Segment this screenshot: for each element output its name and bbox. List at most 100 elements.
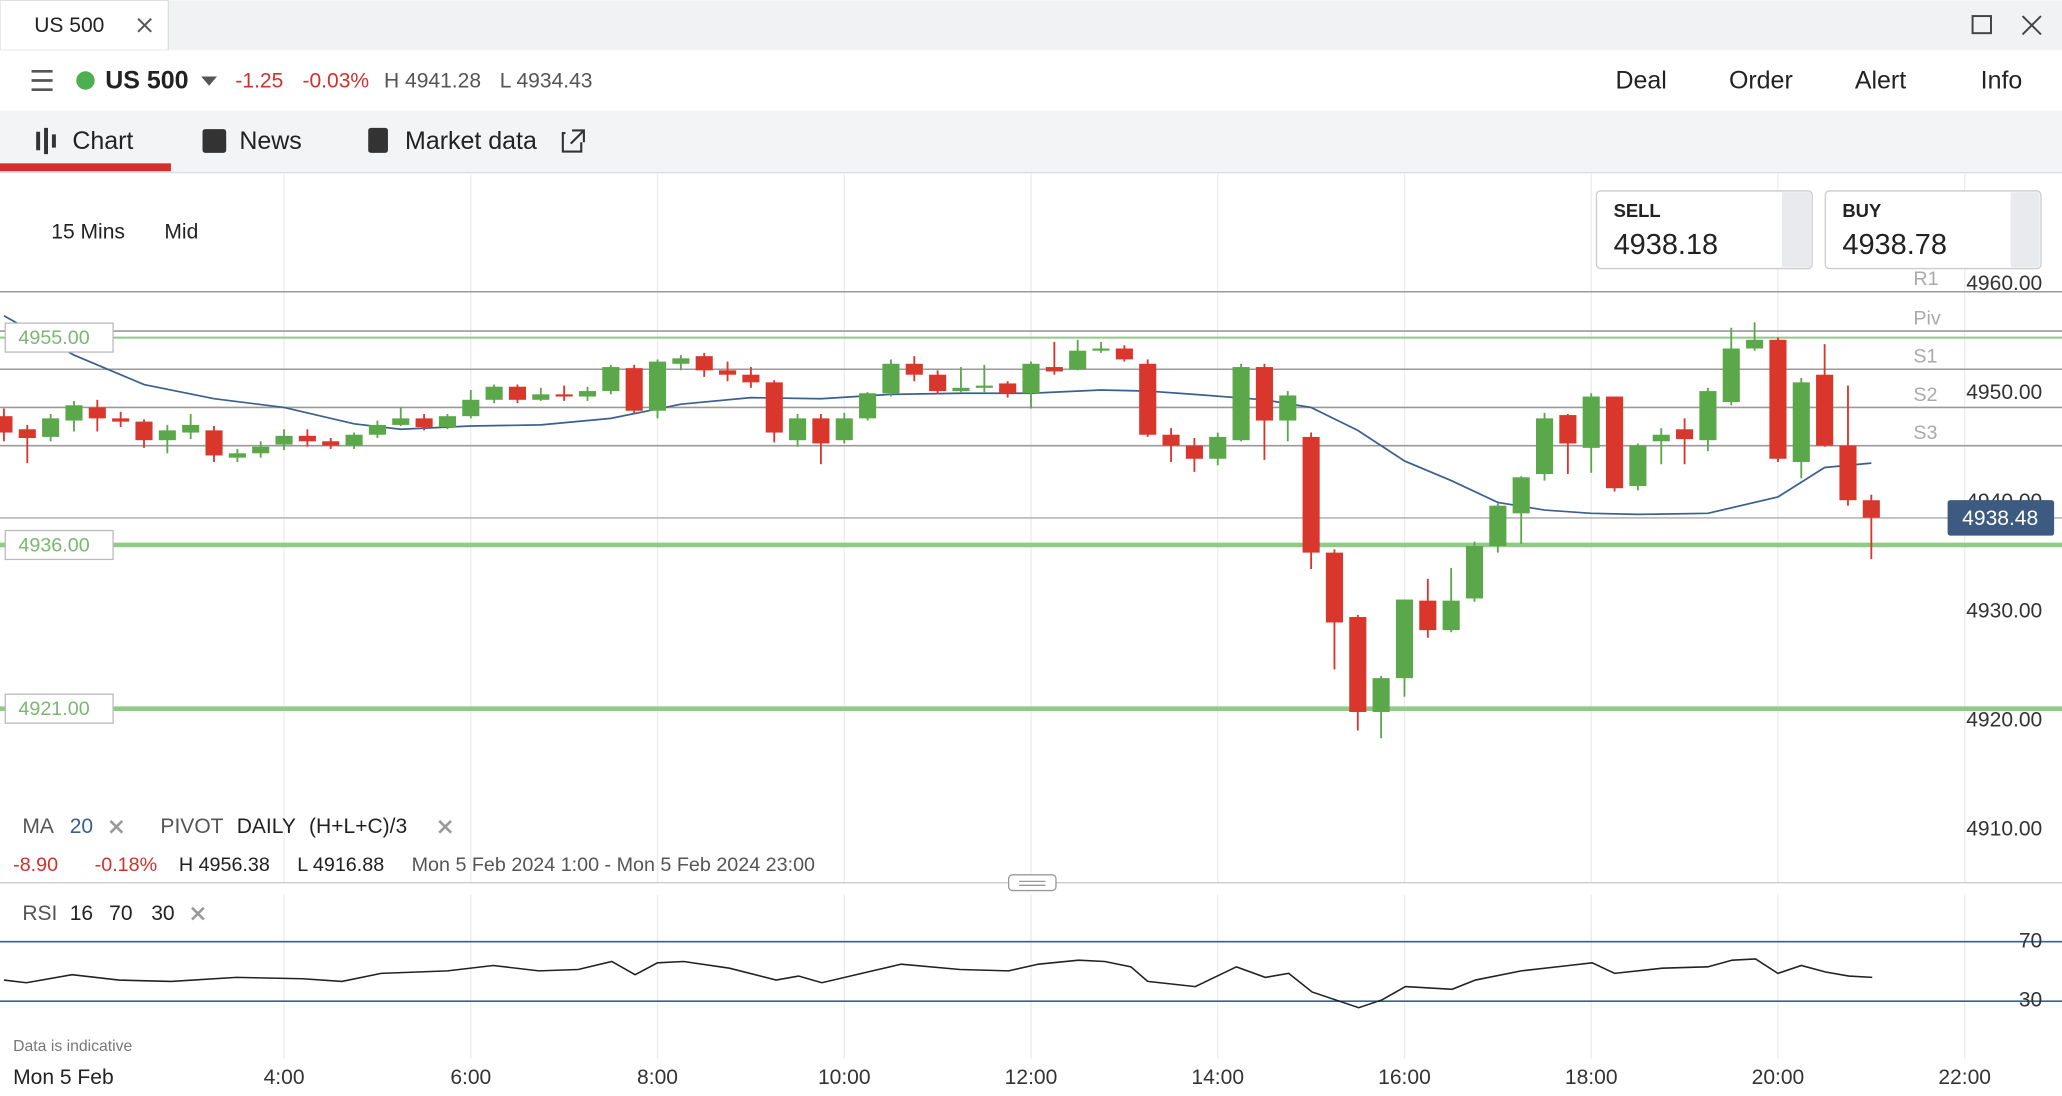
interval[interactable]: 15 Mins xyxy=(51,221,125,244)
candle-body xyxy=(88,407,106,419)
candle-body xyxy=(648,361,667,411)
menu-icon[interactable] xyxy=(31,69,53,92)
candle-body xyxy=(462,399,480,417)
candle-body xyxy=(1629,445,1647,487)
close-tab-icon[interactable] xyxy=(137,17,152,33)
alert-label-box xyxy=(4,529,114,561)
x-tick-label: 8:00 xyxy=(637,1066,678,1089)
candle-body xyxy=(1465,546,1484,599)
panel-resize-handle[interactable] xyxy=(1007,874,1057,892)
summary-change: -8.90 xyxy=(13,854,58,876)
remove-rsi-icon[interactable] xyxy=(191,906,205,921)
alert-label: 4921.00 xyxy=(18,698,89,720)
y-tick-label: 4960.00 xyxy=(1966,272,2042,295)
rsi-upper[interactable]: 70 xyxy=(109,902,132,925)
instrument-name[interactable]: US 500 xyxy=(105,66,188,94)
candle-body xyxy=(0,416,13,433)
instrument-dropdown[interactable] xyxy=(201,76,217,86)
candle-body xyxy=(1699,391,1717,441)
pivot-label: S2 xyxy=(1913,384,1937,406)
remove-pivot-icon[interactable] xyxy=(438,819,452,834)
buy-button[interactable] xyxy=(1824,190,2042,270)
pivot-formula[interactable]: (H+L+C)/3 xyxy=(309,815,407,838)
ma-period[interactable]: 20 xyxy=(70,815,93,838)
x-tick-label: 12:00 xyxy=(1005,1066,1058,1089)
instrument-bar xyxy=(0,50,2062,111)
window-tab[interactable] xyxy=(0,0,169,51)
action-alert[interactable]: Alert xyxy=(1855,66,1906,94)
candle-body xyxy=(135,421,153,441)
candle-body xyxy=(1115,348,1133,360)
candle-body xyxy=(438,416,456,428)
candle-body xyxy=(695,356,713,371)
candle-body xyxy=(532,394,550,400)
instrument-low: L 4934.43 xyxy=(500,69,593,92)
pivot-period[interactable]: DAILY xyxy=(237,815,296,838)
last-price-label: 4938.48 xyxy=(1962,507,2038,530)
candle-body xyxy=(1489,505,1507,547)
candle-body xyxy=(952,387,970,392)
alert-label-box xyxy=(4,693,114,724)
summary-low: L 4916.88 xyxy=(297,854,384,876)
candle-body xyxy=(1769,339,1787,459)
candle-body xyxy=(1606,396,1624,489)
action-deal[interactable]: Deal xyxy=(1616,66,1667,94)
sell-button[interactable] xyxy=(1595,190,1813,270)
action-order[interactable]: Order xyxy=(1729,66,1793,94)
sell-button-strip xyxy=(1781,192,1811,268)
candle-body xyxy=(578,391,597,397)
close-window-icon[interactable] xyxy=(2021,15,2042,36)
candle-body xyxy=(112,418,130,422)
candle-body xyxy=(415,418,433,428)
buy-price: 4938.78 xyxy=(1842,229,1947,261)
x-tick-label: 10:00 xyxy=(818,1066,871,1089)
remove-ma-icon[interactable] xyxy=(109,819,124,834)
active-tab-indicator xyxy=(0,163,171,172)
x-tick-label: 22:00 xyxy=(1938,1066,1991,1089)
last-price-badge xyxy=(1947,500,2055,536)
candle-body xyxy=(929,374,947,392)
candle-body xyxy=(275,435,293,445)
rsi-line xyxy=(3,958,1873,1009)
action-info[interactable]: Info xyxy=(1981,66,2023,94)
y-tick-label: 70 xyxy=(2019,929,2042,952)
candle-body xyxy=(1419,600,1437,631)
candle-body xyxy=(252,446,270,454)
buy-button-strip xyxy=(2010,192,2040,268)
candle-body xyxy=(1185,445,1203,459)
summary-high: H 4956.38 xyxy=(179,854,270,876)
candle-body xyxy=(205,430,223,456)
candle-body xyxy=(1139,363,1157,435)
candle-body xyxy=(602,367,620,392)
maximize-icon[interactable] xyxy=(1971,15,1992,35)
candle-body xyxy=(625,368,643,411)
rsi-label: RSI xyxy=(22,902,57,925)
tab-chart[interactable]: Chart xyxy=(72,127,133,155)
sell-label: SELL xyxy=(1614,200,1661,221)
sell-price: 4938.18 xyxy=(1614,229,1719,261)
x-tick-label: 16:00 xyxy=(1378,1066,1431,1089)
price-type[interactable]: Mid xyxy=(164,221,198,244)
candle-body xyxy=(1022,363,1040,394)
rsi-period[interactable]: 16 xyxy=(70,902,93,925)
candle-body xyxy=(322,441,340,446)
candle-body xyxy=(1676,429,1694,440)
tab-news[interactable]: News xyxy=(239,127,301,155)
candle-body xyxy=(1209,436,1227,459)
candle-body xyxy=(1816,374,1834,446)
candle-body xyxy=(765,382,783,433)
market-data-tab-icon xyxy=(368,127,388,153)
alert-label: 4955.00 xyxy=(18,327,89,349)
candle-body xyxy=(1722,348,1740,402)
ma-line xyxy=(3,315,1872,516)
candle-body xyxy=(859,393,877,419)
y-tick-label: 4950.00 xyxy=(1966,381,2042,404)
candle-body xyxy=(1652,434,1670,442)
candle-body xyxy=(1325,552,1343,623)
pivot-label: PIVOT xyxy=(160,815,223,838)
tab-market-data[interactable]: Market data xyxy=(405,127,537,155)
rsi-lower[interactable]: 30 xyxy=(151,902,174,925)
y-tick-label: 4910.00 xyxy=(1966,818,2042,841)
candle-body xyxy=(555,394,573,397)
